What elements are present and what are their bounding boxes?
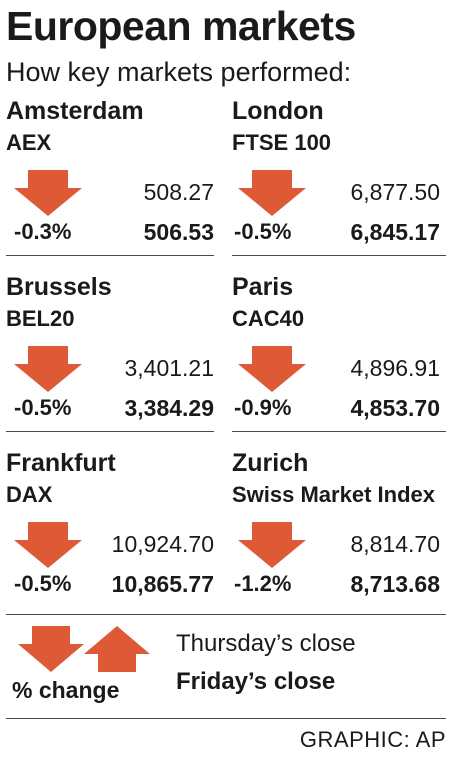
market-city: Brussels — [6, 273, 112, 301]
percent-change-value: -0.3% — [14, 219, 72, 244]
market-index-name: AEX — [6, 130, 52, 155]
market-city: Amsterdam — [6, 97, 144, 125]
market-index-name: CAC40 — [232, 306, 305, 331]
friday-close-value: 506.53 — [143, 219, 214, 245]
friday-close-value: 8,713.68 — [350, 571, 440, 597]
arrow-mark — [238, 522, 306, 568]
market-city: Paris — [232, 273, 294, 301]
market-row: Amsterdam AEX 508.27 -0.3% 506.53 London FTSE … — [0, 90, 456, 266]
thursday-close-value: 6,877.50 — [350, 179, 440, 205]
thursday-close-value: 10,924.70 — [111, 531, 214, 557]
row-divider — [232, 255, 446, 256]
down-arrow-icon — [238, 522, 306, 568]
down-arrow-shape — [18, 626, 84, 672]
market-cell: Brussels BEL20 3,401.21 -0.5% 3,384.29 — [0, 266, 220, 442]
market-cell: Zurich Swiss Market Index 8,814.70 -1.2% 8,7… — [232, 442, 452, 618]
friday-close-value: 10,865.77 — [111, 571, 214, 597]
market-cell: Amsterdam AEX 508.27 -0.3% 506.53 — [0, 90, 220, 266]
down-arrow-icon — [14, 170, 82, 216]
percent-change-value: -0.9% — [234, 395, 292, 420]
row-divider — [6, 255, 214, 256]
market-row: Brussels BEL20 3,401.21 -0.5% 3,384.29 Paris C… — [0, 266, 456, 442]
arrow-mark — [14, 170, 82, 216]
down-arrow-icon — [238, 346, 306, 392]
thursday-close-value: 508.27 — [143, 179, 214, 205]
footer-divider — [6, 718, 446, 719]
market-cell: London FTSE 100 6,877.50 -0.5% 6,845.17 — [232, 90, 452, 266]
legend: % change Thursday’s close Friday’s close — [0, 620, 456, 720]
market-index-name: FTSE 100 — [232, 130, 332, 155]
market-city: Frankfurt — [6, 449, 116, 477]
arrow-mark — [14, 522, 82, 568]
market-row: Frankfurt DAX 10,924.70 -0.5% 10,865.77 Zuric… — [0, 442, 456, 618]
legend-thursday-close-label: Thursday’s close — [176, 630, 356, 657]
legend-friday-close-label: Friday’s close — [176, 668, 336, 695]
friday-close-value: 4,853.70 — [350, 395, 440, 421]
market-cell: Paris CAC40 4,896.91 -0.9% 4,853.70 — [232, 266, 452, 442]
arrow-mark — [238, 346, 306, 392]
markets-grid: Amsterdam AEX 508.27 -0.3% 506.53 London FTSE … — [0, 90, 456, 618]
thursday-close-value: 8,814.70 — [350, 531, 440, 557]
legend-pct-change-label: % change — [12, 677, 120, 703]
down-arrow-icon — [238, 170, 306, 216]
graphic-credit: GRAPHIC: AP — [299, 727, 446, 752]
percent-change-value: -0.5% — [14, 395, 72, 420]
chart-subtitle: How key markets performed: — [6, 57, 352, 87]
thursday-close-value: 4,896.91 — [350, 355, 440, 381]
percent-change-value: -0.5% — [234, 219, 292, 244]
row-divider — [232, 431, 446, 432]
percent-change-value: -0.5% — [14, 571, 72, 596]
percent-change-value: -1.2% — [234, 571, 292, 596]
row-divider — [6, 431, 214, 432]
chart-title: European markets — [6, 3, 356, 49]
friday-close-value: 3,384.29 — [124, 395, 214, 421]
up-arrow-icon — [84, 626, 150, 672]
thursday-close-value: 3,401.21 — [124, 355, 214, 381]
down-arrow-icon — [14, 346, 82, 392]
market-index-name: DAX — [6, 482, 53, 507]
arrow-mark — [238, 170, 306, 216]
section-divider — [6, 614, 446, 615]
friday-close-value: 6,845.17 — [350, 219, 440, 245]
market-index-name: BEL20 — [6, 306, 75, 331]
arrow-mark — [14, 346, 82, 392]
down-arrow-icon — [18, 626, 84, 672]
market-city: Zurich — [232, 449, 309, 477]
down-arrow-icon — [14, 522, 82, 568]
market-cell: Frankfurt DAX 10,924.70 -0.5% 10,865.77 — [0, 442, 220, 618]
market-city: London — [232, 97, 324, 125]
market-index-name: Swiss Market Index — [232, 482, 435, 507]
up-arrow-shape — [84, 626, 150, 672]
